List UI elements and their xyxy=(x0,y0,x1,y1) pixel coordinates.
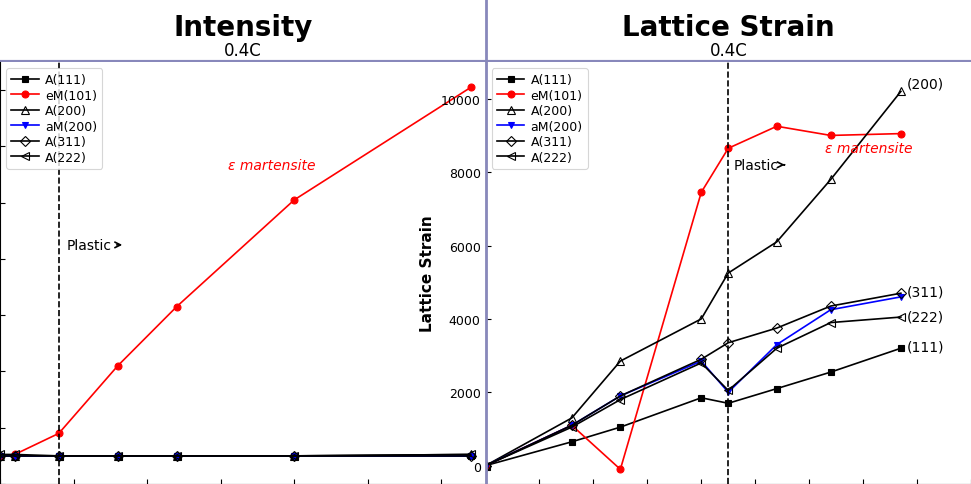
Text: (222): (222) xyxy=(906,310,944,324)
Text: Lattice Strain: Lattice Strain xyxy=(622,15,834,42)
Text: (200): (200) xyxy=(906,77,944,91)
Y-axis label: Lattice Strain: Lattice Strain xyxy=(420,215,435,332)
Legend: A(111), eM(101), A(200), aM(200), A(311), A(222): A(111), eM(101), A(200), aM(200), A(311)… xyxy=(6,69,102,169)
Text: (311): (311) xyxy=(906,285,944,299)
Text: ε martensite: ε martensite xyxy=(825,142,913,156)
Text: (111): (111) xyxy=(906,339,944,353)
Legend: A(111), eM(101), A(200), aM(200), A(311), A(222): A(111), eM(101), A(200), aM(200), A(311)… xyxy=(491,69,587,169)
Title: 0.4C: 0.4C xyxy=(710,42,747,60)
Title: 0.4C: 0.4C xyxy=(224,42,261,60)
Text: Plastic: Plastic xyxy=(734,158,785,172)
Text: Plastic: Plastic xyxy=(66,239,120,252)
Text: ε martensite: ε martensite xyxy=(228,159,316,173)
Text: Intensity: Intensity xyxy=(173,15,313,42)
